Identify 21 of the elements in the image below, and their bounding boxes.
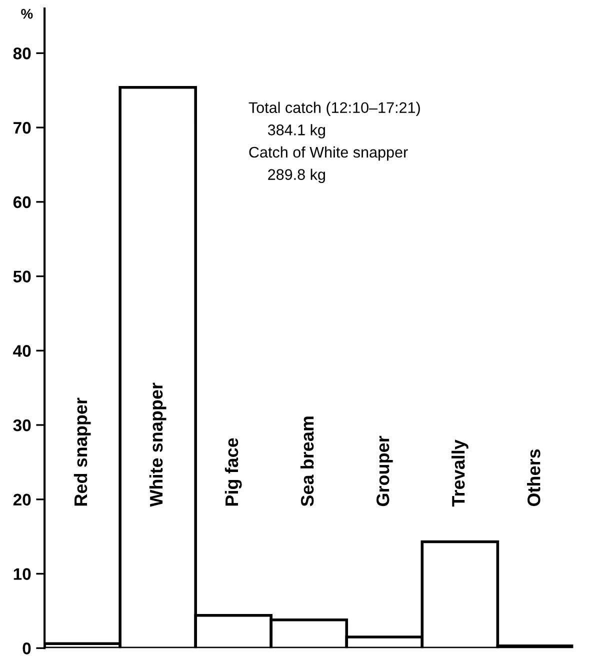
x-tick-label: White snapper — [149, 382, 166, 507]
y-tick-label: 30 — [13, 419, 31, 432]
y-tick-label: 80 — [13, 48, 31, 60]
y-tick-label: 70 — [14, 122, 31, 134]
y-tick-label: 40 — [13, 345, 31, 357]
x-tick-label: Grouper — [376, 436, 393, 506]
annotation: Total catch (12:10–17:21) — [248, 102, 420, 116]
y-tick-label: 10 — [14, 568, 31, 580]
y-tick-label: 50 — [13, 270, 31, 282]
y-tick-label: 0 — [22, 642, 31, 654]
annotation: 384.1 kg — [268, 124, 325, 138]
y-tick-label: 20 — [13, 494, 31, 506]
x-tick-label: Others — [527, 449, 540, 506]
x-tick-label: Red snapper — [74, 398, 91, 506]
y-tick-label: 60 — [13, 196, 31, 208]
x-tick-label: Trevally — [452, 440, 468, 507]
annotation: Catch of White snapper — [249, 146, 408, 161]
y-axis-title: % — [21, 8, 33, 19]
annotation: 289.8 kg — [268, 168, 325, 183]
x-tick-label: Sea bream — [300, 416, 314, 506]
x-tick-label: Pig face — [224, 438, 242, 506]
